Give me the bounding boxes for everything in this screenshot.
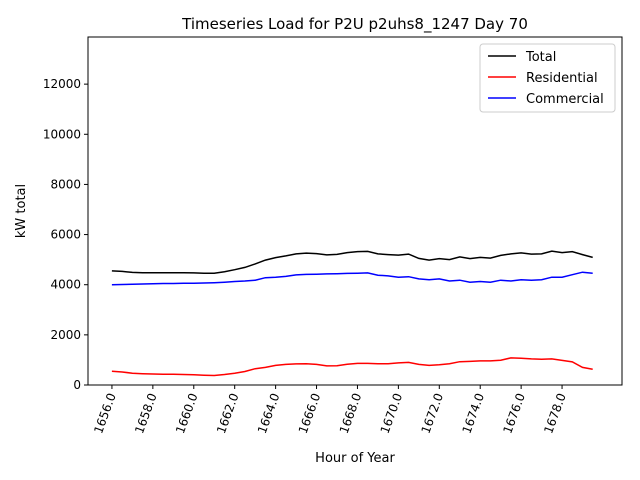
x-tick-label: 1672.0 — [419, 391, 447, 435]
y-tick-label: 4000 — [50, 278, 81, 292]
x-tick-label: 1676.0 — [500, 391, 528, 435]
legend-label-total: Total — [525, 50, 556, 65]
legend-label-residential: Residential — [526, 71, 598, 86]
legend: Total Residential Commercial — [479, 43, 616, 113]
plot-frame — [87, 36, 623, 386]
x-tick-label: 1666.0 — [296, 391, 324, 435]
y-tick-label: 2000 — [50, 328, 81, 342]
series-line-residential — [111, 357, 593, 377]
x-axis-label: Hour of Year — [315, 451, 395, 466]
x-tick-label: 1664.0 — [255, 391, 283, 435]
y-tick-label: 12000 — [43, 77, 81, 91]
series-line-total — [111, 250, 593, 274]
x-tick-label: 1670.0 — [378, 391, 406, 435]
chart-title: Timeseries Load for P2U p2uhs8_1247 Day … — [181, 15, 528, 34]
y-tick-label: 8000 — [50, 177, 81, 191]
y-tick-label: 10000 — [43, 127, 81, 141]
x-tick-label: 1674.0 — [460, 391, 488, 435]
x-tick-label: 1678.0 — [541, 391, 569, 435]
x-tick-label: 1660.0 — [173, 391, 201, 435]
y-tick-label: 0 — [73, 378, 81, 392]
series-line-commercial — [111, 271, 593, 286]
legend-label-commercial: Commercial — [526, 92, 604, 107]
x-tick-label: 1658.0 — [132, 391, 160, 435]
x-tick-label: 1662.0 — [214, 391, 242, 435]
x-tick-label: 1656.0 — [91, 391, 119, 435]
y-axis-label: kW total — [14, 184, 29, 238]
x-tick-label: 1668.0 — [337, 391, 365, 435]
legend-box — [479, 43, 616, 113]
y-tick-label: 6000 — [50, 228, 81, 242]
